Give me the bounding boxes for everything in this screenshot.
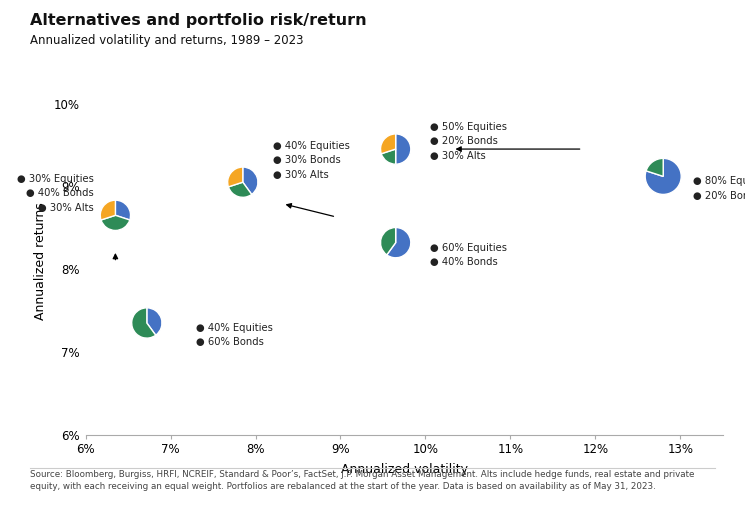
Wedge shape (381, 149, 396, 164)
Y-axis label: Annualized returns: Annualized returns (34, 202, 47, 320)
Wedge shape (396, 134, 410, 164)
Text: ● 50% Equities
● 20% Bonds
● 30% Alts: ● 50% Equities ● 20% Bonds ● 30% Alts (430, 122, 507, 161)
Text: ● 40% Equities
● 60% Bonds: ● 40% Equities ● 60% Bonds (196, 323, 273, 347)
Wedge shape (381, 134, 396, 154)
Wedge shape (229, 182, 252, 197)
Text: Alternatives and portfolio risk/return: Alternatives and portfolio risk/return (30, 13, 367, 28)
Wedge shape (101, 216, 130, 230)
Wedge shape (115, 200, 130, 220)
Text: ● 60% Equities
● 40% Bonds: ● 60% Equities ● 40% Bonds (430, 242, 507, 267)
Wedge shape (147, 308, 162, 335)
Wedge shape (646, 159, 663, 177)
Wedge shape (132, 308, 156, 338)
Wedge shape (228, 167, 243, 187)
Wedge shape (387, 228, 410, 258)
Wedge shape (645, 159, 681, 194)
Text: ● 80% Equities
● 20% Bonds: ● 80% Equities ● 20% Bonds (693, 177, 745, 201)
Wedge shape (101, 200, 115, 220)
Text: ● 40% Equities
● 30% Bonds
● 30% Alts: ● 40% Equities ● 30% Bonds ● 30% Alts (273, 141, 349, 180)
Text: Source: Bloomberg, Burgiss, HRFI, NCREIF, Standard & Poor’s, FactSet, J.P. Morga: Source: Bloomberg, Burgiss, HRFI, NCREIF… (30, 470, 694, 491)
X-axis label: Annualized volatility: Annualized volatility (340, 463, 468, 476)
Text: Annualized volatility and returns, 1989 – 2023: Annualized volatility and returns, 1989 … (30, 34, 303, 47)
Text: ● 30% Equities
● 40% Bonds
● 30% Alts: ● 30% Equities ● 40% Bonds ● 30% Alts (17, 174, 94, 213)
Wedge shape (243, 167, 258, 194)
Wedge shape (381, 228, 396, 255)
